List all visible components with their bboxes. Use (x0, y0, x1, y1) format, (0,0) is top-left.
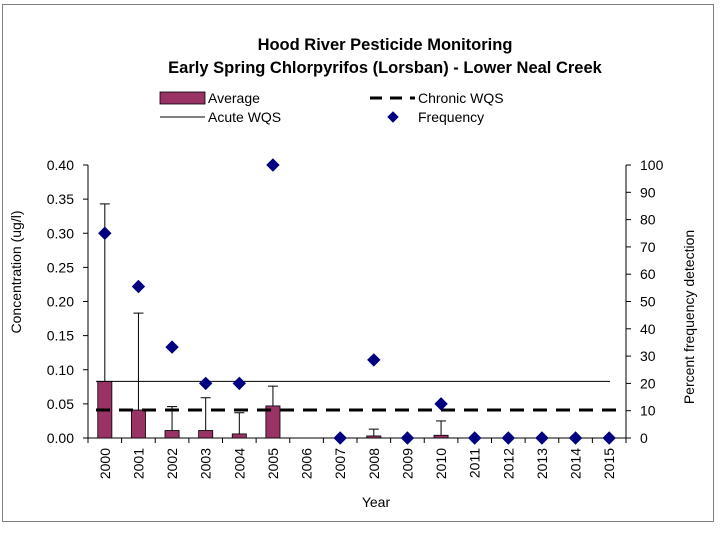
frequency-point (198, 376, 213, 391)
y2-tick-label: 70 (640, 239, 656, 255)
bar-average (198, 430, 214, 439)
y2-tick-label: 100 (640, 157, 664, 173)
y-tick-label: 0.30 (47, 225, 74, 241)
frequency-point (535, 431, 549, 445)
y-tick-label: 0.00 (47, 430, 74, 446)
y2-tick-label: 40 (640, 321, 656, 337)
x-tick-label: 2002 (164, 448, 180, 479)
chart-frame (2, 4, 714, 522)
bar-average (164, 430, 180, 439)
y-tick-label: 0.10 (47, 362, 74, 378)
frequency-point (568, 431, 583, 445)
legend-label: Acute WQS (208, 109, 281, 125)
bar-average (366, 435, 382, 439)
y2-tick-label: 20 (640, 375, 656, 391)
y-tick-label: 0.25 (47, 259, 74, 275)
frequency-point (232, 376, 247, 391)
frequency-point (131, 279, 146, 294)
legend-label: Average (208, 90, 260, 106)
x-tick-label: 2005 (265, 448, 281, 479)
x-tick-label: 2015 (601, 448, 617, 479)
y2-axis-label: Percent frequency detection (681, 230, 697, 404)
legend-label: Frequency (418, 109, 484, 125)
plot-area: 0.00 0.05 0.10 0.15 0.20 0.25 0.30 0.35 0.40 0 10 2… (47, 157, 664, 479)
y-tick-label: 0.15 (47, 328, 74, 344)
y2-tick-label: 10 (640, 403, 656, 419)
y-tick-label: 0.05 (47, 396, 74, 412)
bar-average (433, 434, 449, 439)
frequency-point (98, 226, 112, 240)
y2-tick-label: 80 (640, 212, 656, 228)
x-tick-label: 2012 (500, 448, 516, 479)
x-tick-label: 2014 (568, 448, 584, 479)
x-tick-label: 2013 (534, 448, 550, 479)
frequency-point (501, 431, 516, 445)
y2-tick-label: 90 (640, 184, 656, 200)
chart-subtitle: Early Spring Chlorpyrifos (Lorsban) - Lo… (168, 59, 602, 77)
y-tick-label: 0.40 (47, 157, 74, 173)
x-tick-label: 2003 (198, 448, 214, 479)
x-tick-label: 2011 (467, 448, 483, 478)
y2-tick-label: 60 (640, 266, 656, 282)
legend: Average Chronic WQS Acute WQS Frequency (159, 90, 504, 125)
x-tick-label: 2000 (97, 448, 113, 479)
x-tick-label: 2007 (332, 448, 348, 479)
legend-label: Chronic WQS (418, 90, 504, 106)
frequency-point (602, 431, 616, 445)
frequency-point (333, 431, 347, 445)
x-tick-label: 2006 (299, 448, 315, 479)
bar-average (231, 433, 247, 439)
x-axis-label: Year (362, 494, 391, 510)
legend-swatch-frequency (387, 111, 399, 123)
frequency-point (165, 340, 179, 354)
frequency-point (467, 431, 482, 445)
bar-average (130, 409, 146, 439)
x-tick-label: 2008 (366, 448, 382, 479)
y2-tick-label: 0 (640, 430, 648, 446)
y-axis-label: Concentration (ug/l) (8, 211, 24, 334)
x-tick-label: 2004 (231, 448, 247, 479)
y-tick-label: 0.20 (47, 294, 74, 310)
x-tick-label: 2010 (433, 448, 449, 479)
chart-title: Hood River Pesticide Monitoring (258, 36, 513, 54)
y-tick-label: 0.35 (47, 191, 74, 207)
y2-tick-label: 30 (640, 348, 656, 364)
x-tick-label: 2009 (399, 448, 415, 479)
frequency-point (400, 431, 415, 445)
frequency-point (367, 353, 381, 367)
legend-swatch-average (159, 91, 206, 105)
frequency-point (434, 397, 448, 411)
x-tick-label: 2001 (130, 448, 146, 479)
frequency-point (266, 158, 280, 172)
y2-tick-label: 50 (640, 294, 656, 310)
